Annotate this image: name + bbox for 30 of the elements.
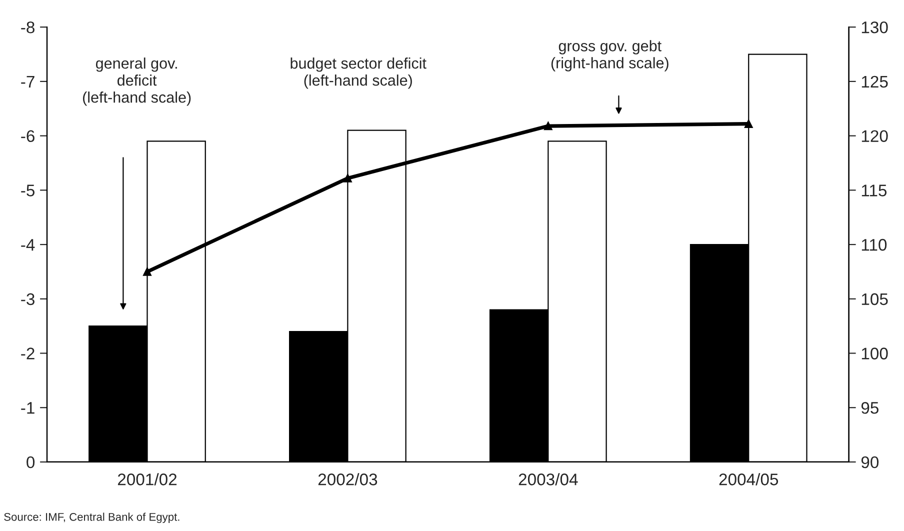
y-tick-label: 0 [26, 456, 35, 468]
y-tick-label: -5 [21, 184, 35, 196]
point [744, 120, 753, 128]
x-tick-label: 2003/04 [518, 473, 578, 486]
point [143, 268, 152, 276]
point [344, 174, 352, 182]
y-tick-label: -1 [21, 402, 34, 414]
source-note: Source: IMF, Central Bank of Egypt. [4, 512, 180, 524]
y-tick-label: -6 [21, 130, 34, 142]
annotation: general gov. deficit (left-hand scale) [82, 58, 191, 106]
y2-tick-label: 125 [862, 76, 888, 88]
y-tick-label: -8 [21, 21, 34, 34]
y-tick-label: -4 [21, 239, 35, 251]
y2-tick-label: 130 [862, 21, 888, 34]
y2-tick-label: 120 [862, 130, 888, 142]
x-tick-label: 2004/05 [719, 473, 778, 486]
y2-tick-label: 100 [862, 348, 888, 360]
y2-tick-label: 90 [861, 456, 879, 468]
x-tick-label: 2002/03 [318, 473, 378, 486]
y-tick-label: -3 [21, 293, 34, 306]
y2-tick-label: 95 [861, 402, 878, 414]
y2-tick-label: 115 [862, 184, 887, 196]
y2-tick-label: 110 [862, 238, 887, 251]
x-tick-label: 2001/02 [118, 473, 177, 486]
y2-tick-label: 105 [862, 293, 888, 306]
y-tick-label: -2 [21, 348, 34, 360]
y-tick-label: -7 [21, 76, 34, 88]
point [544, 122, 552, 130]
annotation: budget sector deficit (left-hand scale) [290, 58, 426, 89]
annotation: gross gov. gebt (right-hand scale) [551, 40, 668, 72]
